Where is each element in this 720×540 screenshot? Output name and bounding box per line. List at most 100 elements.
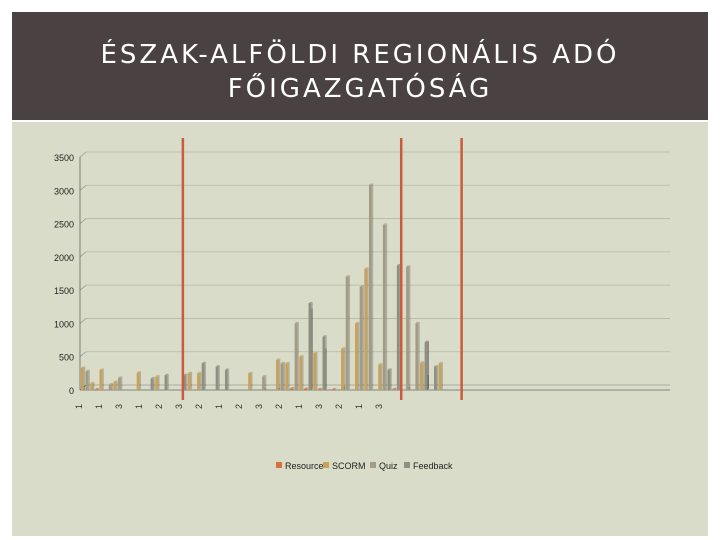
bar-top (317, 387, 323, 390)
bar-side (278, 358, 281, 390)
bar-top (248, 371, 253, 374)
title-line-2: FŐIGAZGATÓSÁG (227, 74, 493, 104)
bar-feedback (434, 366, 437, 390)
bar-side (357, 321, 360, 390)
bar-top (438, 361, 443, 364)
y-tick-label: 2000 (54, 253, 74, 263)
bar-side (311, 301, 313, 390)
bar-side (120, 376, 123, 390)
bar-quiz (382, 224, 386, 390)
x-tick-label: 1 (74, 404, 84, 409)
y-tick-label: 500 (59, 353, 74, 363)
bar-side (427, 340, 429, 390)
bar-side (418, 321, 420, 390)
bar-top (276, 358, 281, 361)
bar-scorm (341, 348, 344, 390)
bar-side (394, 387, 397, 390)
bar-top (420, 361, 425, 363)
bar-top (201, 361, 207, 364)
bar-quiz (118, 378, 121, 390)
bar-feedback (201, 363, 205, 390)
bar-top (359, 285, 364, 287)
bar-top (183, 373, 188, 376)
y-tick-label: 1000 (54, 319, 74, 329)
bar-scorm (155, 376, 159, 390)
bar-side (264, 388, 267, 390)
bar-top (85, 369, 90, 372)
bar-top (341, 347, 346, 349)
legend-swatch-resource (276, 462, 282, 468)
bar-side (227, 368, 230, 390)
bar-top (187, 371, 193, 374)
bar-side (83, 387, 86, 390)
x-tick-label: 2 (234, 404, 244, 409)
bar-top (368, 183, 374, 185)
bar-top (378, 363, 383, 365)
bar-side (325, 335, 327, 390)
bar-side (427, 375, 429, 390)
legend-label-scorm: SCORM (332, 461, 366, 471)
bar-scorm (313, 353, 316, 390)
bar-side (93, 381, 95, 390)
bar-feedback (424, 342, 428, 390)
bar-side (158, 375, 160, 390)
bar-scorm (113, 382, 117, 390)
legend-swatch-feedback (404, 462, 410, 468)
bar-scorm (90, 383, 94, 390)
y-tick-label: 3000 (54, 186, 74, 196)
bar-top (99, 368, 104, 371)
y-tick-label: 0 (69, 386, 74, 396)
bar-top (313, 351, 318, 354)
bar-side (190, 371, 193, 390)
gridline-depth (79, 318, 87, 324)
gridline-depth (79, 218, 87, 224)
bar-feedback (215, 366, 219, 390)
x-tick-label: 3 (174, 404, 184, 409)
gridline-depth (79, 284, 87, 291)
x-tick-label: 2 (154, 404, 164, 409)
bar-side (334, 388, 337, 390)
bar-side (199, 371, 202, 390)
bar-side (302, 355, 304, 390)
bar-resource (317, 389, 321, 390)
y-tick-label: 2500 (54, 220, 74, 230)
bar-top (299, 355, 304, 357)
bar-side (153, 377, 155, 390)
x-tick-label: 1 (354, 404, 364, 409)
bar-top (262, 375, 267, 377)
x-tick-label: 1 (214, 404, 224, 409)
bar-side (408, 265, 411, 390)
legend-label-feedback: Feedback (413, 461, 453, 471)
marker-line (399, 138, 403, 400)
bar-side (422, 361, 425, 390)
legend-swatch-scorm (323, 462, 329, 468)
bar-side (264, 375, 267, 390)
bar-top (303, 387, 309, 390)
y-tick-label: 1500 (54, 286, 74, 296)
x-tick-label: 1 (94, 404, 104, 409)
bar-feedback (387, 370, 391, 390)
bar-side (343, 386, 346, 390)
bar-top (224, 368, 230, 371)
gridline-depth (79, 184, 87, 191)
x-tick-label: 3 (314, 404, 324, 409)
bar-side (316, 351, 318, 390)
bar-scorm (364, 268, 368, 390)
bar-top (289, 387, 295, 389)
bar-quiz (345, 276, 349, 390)
x-tick-label: 3 (254, 404, 264, 409)
bar-top (285, 361, 290, 364)
bar-side (325, 348, 327, 390)
bar-top (215, 365, 220, 367)
bar-top (136, 371, 141, 373)
bar-scorm (136, 372, 140, 390)
bar-top (118, 376, 123, 379)
bar-feedback (150, 378, 154, 390)
bar-side (185, 373, 188, 390)
bar-top (113, 380, 118, 383)
bar-side (367, 267, 369, 390)
bar-quiz (368, 184, 372, 390)
bar-scorm (187, 373, 191, 390)
bar-top (155, 375, 160, 377)
